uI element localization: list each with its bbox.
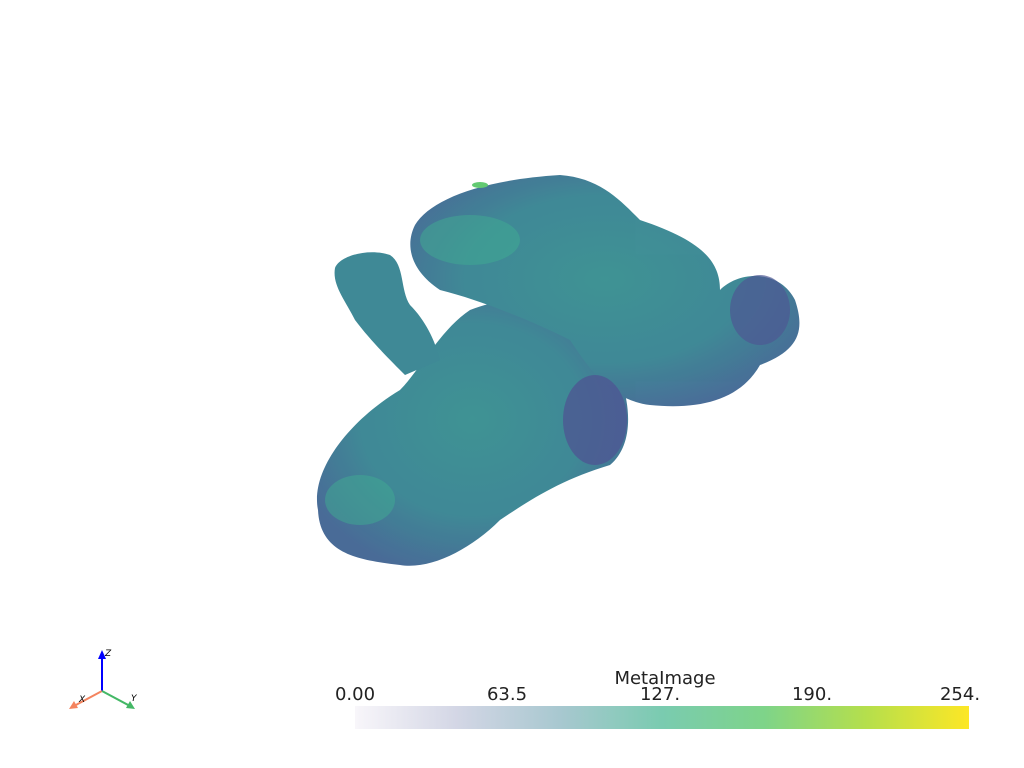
z-arrow-icon	[98, 650, 106, 659]
volume-dark-region	[563, 375, 627, 465]
scalar-bar-gradient	[355, 706, 969, 729]
y-axis	[101, 690, 131, 707]
scalar-bar-tick: 63.5	[486, 684, 528, 705]
volume-dark-region	[730, 275, 790, 345]
volume-rendering	[316, 175, 800, 566]
scalar-bar-title: MetaImage	[614, 668, 716, 689]
z-axis-label: Z	[104, 649, 112, 659]
volume-highlight	[420, 215, 520, 265]
volume-highlight	[325, 475, 395, 525]
scalar-bar-tick: 254.	[939, 684, 981, 705]
orientation-axes-widget: Z X Y	[69, 649, 138, 709]
y-arrow-icon	[126, 701, 135, 709]
scalar-bar-tick: 127.	[639, 684, 681, 705]
volume-lobe-upper	[410, 175, 800, 407]
volume-arm	[334, 252, 440, 375]
x-axis	[73, 690, 103, 707]
x-axis-label: X	[78, 695, 86, 705]
x-arrow-icon	[69, 701, 78, 709]
volume-lobe-lower	[316, 300, 629, 566]
scalar-bar-tick: 0.00	[334, 684, 376, 705]
y-axis-label: Y	[131, 694, 138, 704]
scalar-bar-tick: 190.	[791, 684, 833, 705]
volume-highlight	[472, 182, 488, 188]
